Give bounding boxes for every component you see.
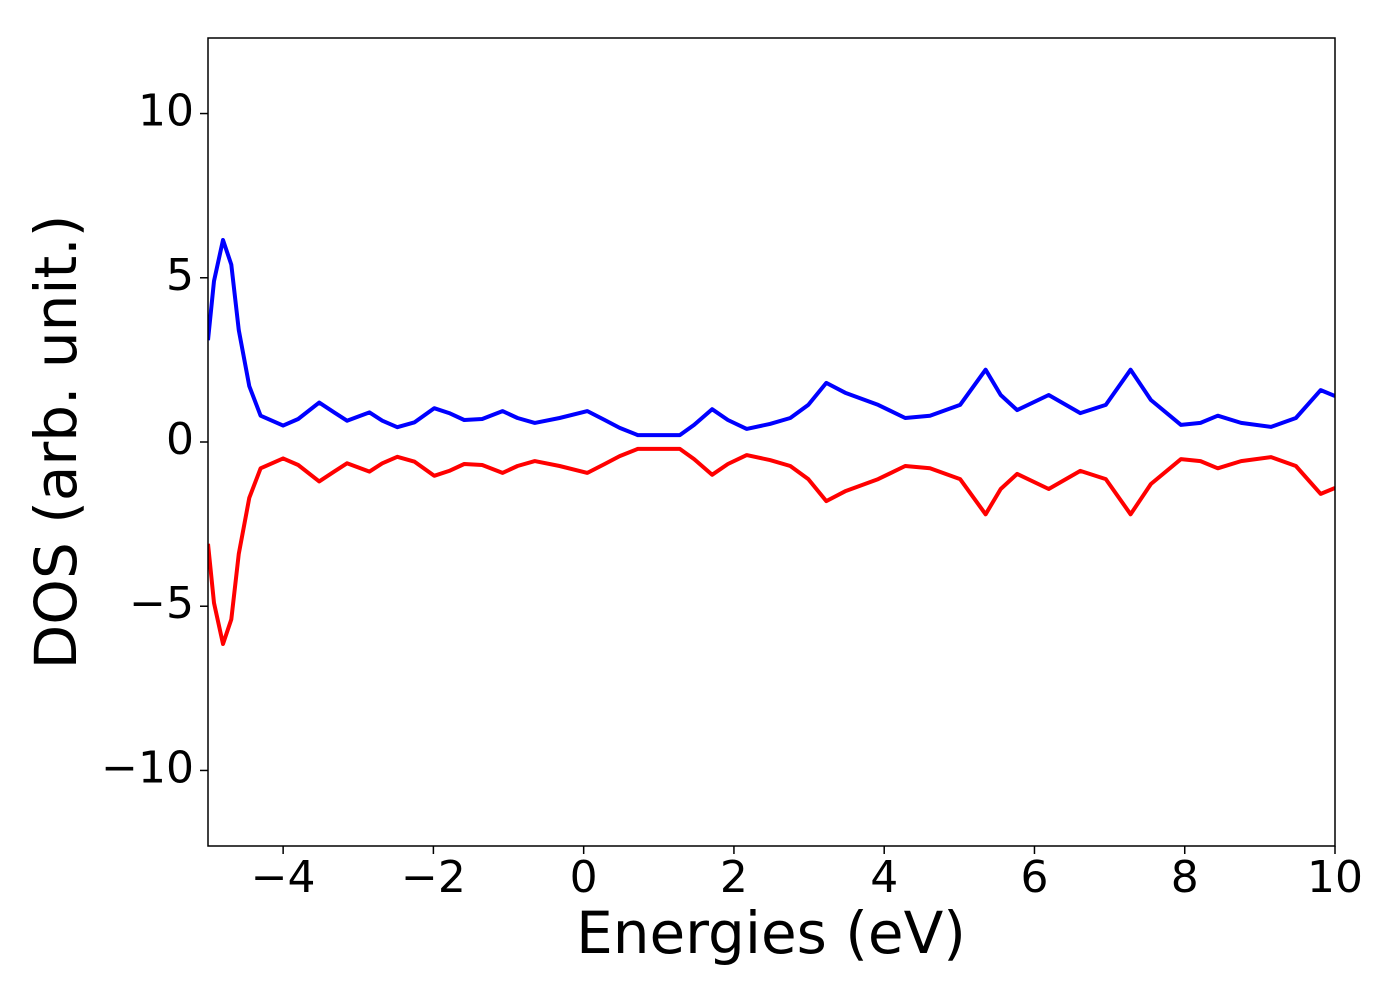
y-tick-label: 10 (138, 86, 194, 137)
y-tick-label: −5 (129, 578, 194, 629)
x-tick-label: 0 (570, 852, 598, 903)
x-tick-label: 4 (870, 852, 898, 903)
y-axis-label: DOS (arb. unit.) (22, 215, 90, 670)
x-tick-label: 2 (720, 852, 748, 903)
y-tick-label: 5 (166, 250, 194, 301)
x-tick-label: −4 (251, 852, 316, 903)
plot-frame (207, 37, 1336, 847)
series-line (208, 238, 1335, 438)
x-tick-label: 8 (1171, 852, 1199, 903)
x-tick-label: 6 (1020, 852, 1048, 903)
series-line (208, 446, 1335, 646)
x-tick-label: −2 (401, 852, 466, 903)
y-tick-label: −10 (101, 742, 194, 793)
x-tick-label: 10 (1307, 852, 1363, 903)
x-axis-label: Energies (eV) (576, 899, 966, 967)
y-tick-label: 0 (166, 414, 194, 465)
